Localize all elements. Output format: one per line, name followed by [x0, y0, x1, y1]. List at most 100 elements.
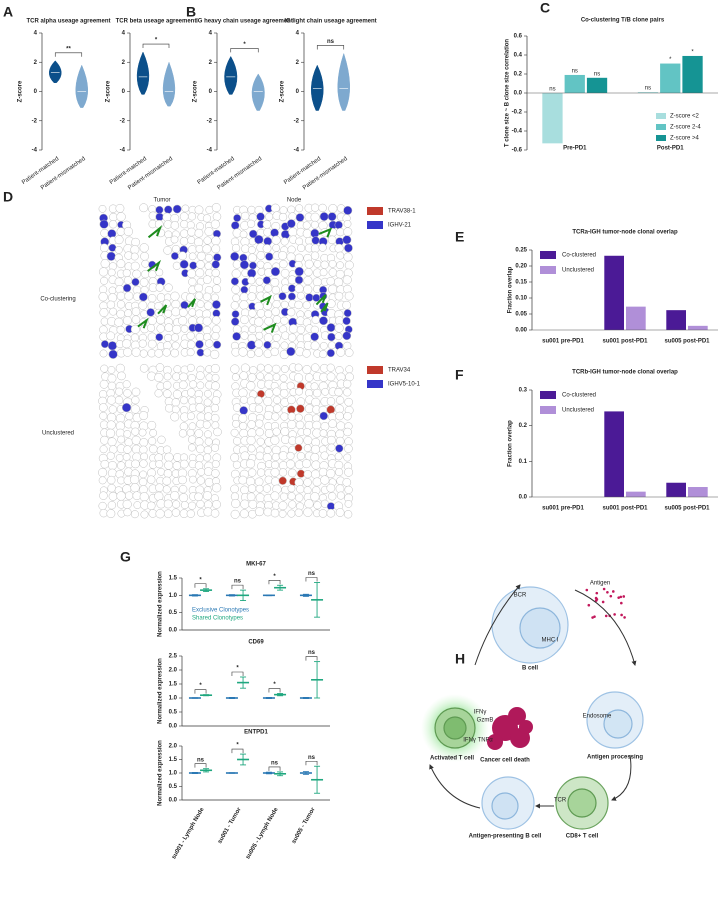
cell	[108, 220, 118, 229]
chart-title: IG light chain useage agreement	[284, 19, 376, 25]
bar-annotation: *	[691, 50, 694, 56]
cell	[155, 283, 164, 292]
y-tick-label: 1.0	[169, 593, 178, 599]
cell	[238, 475, 248, 485]
violin	[337, 52, 351, 111]
cell	[336, 251, 345, 260]
cell	[254, 234, 264, 245]
cell	[140, 251, 149, 261]
cell	[212, 483, 222, 493]
cell	[194, 396, 203, 404]
cell	[188, 308, 197, 317]
y-axis-label: Z-score	[106, 80, 112, 102]
cell	[155, 212, 164, 222]
cell	[162, 380, 172, 390]
cell	[147, 316, 157, 326]
connection	[157, 304, 168, 315]
cell	[98, 476, 107, 485]
cell	[280, 412, 289, 421]
cell	[115, 413, 126, 423]
cell	[211, 260, 220, 269]
cell	[342, 300, 351, 310]
legend-swatch	[656, 124, 666, 130]
cell	[163, 509, 173, 519]
cell	[230, 453, 240, 463]
cell	[164, 230, 173, 239]
bar	[682, 55, 703, 93]
cell	[139, 363, 149, 373]
cell	[108, 461, 117, 470]
panel-label: G	[120, 549, 131, 565]
cell	[262, 244, 272, 253]
cell	[310, 251, 320, 260]
cell	[203, 301, 213, 310]
cell	[294, 253, 304, 263]
antigen	[612, 590, 615, 593]
cell	[263, 364, 273, 373]
cell	[327, 212, 337, 221]
cell	[99, 349, 108, 358]
cell	[247, 268, 257, 278]
diagram-label: TCR	[554, 798, 567, 804]
cell	[247, 420, 256, 429]
cell	[302, 333, 312, 343]
cell	[212, 212, 222, 221]
cell	[230, 509, 240, 519]
cell	[326, 405, 336, 414]
cell	[140, 452, 149, 461]
panel-label: D	[3, 189, 13, 205]
cell	[171, 508, 181, 517]
cell	[130, 252, 139, 261]
cell	[255, 331, 264, 340]
cell	[205, 339, 214, 348]
cell	[211, 268, 220, 278]
cell	[256, 260, 265, 269]
cell	[326, 468, 336, 479]
cell	[186, 331, 195, 340]
cell	[116, 491, 126, 501]
cell	[172, 324, 182, 335]
cell	[212, 300, 221, 309]
cell	[106, 475, 116, 485]
cell	[146, 475, 156, 484]
cell	[129, 475, 140, 485]
legend-label: Exclusive Clonotypes	[192, 608, 249, 614]
cell	[343, 309, 352, 318]
cell	[319, 350, 328, 359]
cell	[230, 301, 239, 310]
cell	[204, 412, 213, 421]
cell	[147, 501, 156, 511]
cell	[210, 363, 220, 374]
significance-bracket	[268, 766, 281, 771]
cell	[286, 451, 295, 460]
cell	[172, 204, 182, 214]
violin	[75, 64, 89, 108]
cell	[202, 275, 212, 284]
cell	[326, 435, 336, 445]
antigen	[587, 603, 591, 607]
cell	[255, 277, 264, 286]
y-tick-label: 0.5	[169, 610, 178, 616]
cell	[194, 492, 203, 502]
cell	[131, 459, 140, 469]
cell	[256, 372, 265, 381]
cell	[239, 371, 249, 380]
cell	[288, 284, 296, 293]
cell	[170, 252, 179, 260]
cell	[344, 291, 354, 301]
cell	[239, 509, 249, 519]
cell	[271, 412, 280, 421]
cell	[116, 259, 126, 269]
cell	[211, 396, 221, 405]
cell	[287, 205, 296, 214]
cell	[122, 453, 131, 461]
cell	[210, 219, 220, 229]
cell	[278, 212, 288, 222]
legend-swatch	[367, 366, 383, 374]
cell	[100, 435, 109, 445]
cell	[210, 349, 220, 359]
antigen	[602, 587, 606, 591]
cell	[304, 499, 314, 509]
cell	[294, 284, 304, 294]
cell	[210, 403, 220, 413]
